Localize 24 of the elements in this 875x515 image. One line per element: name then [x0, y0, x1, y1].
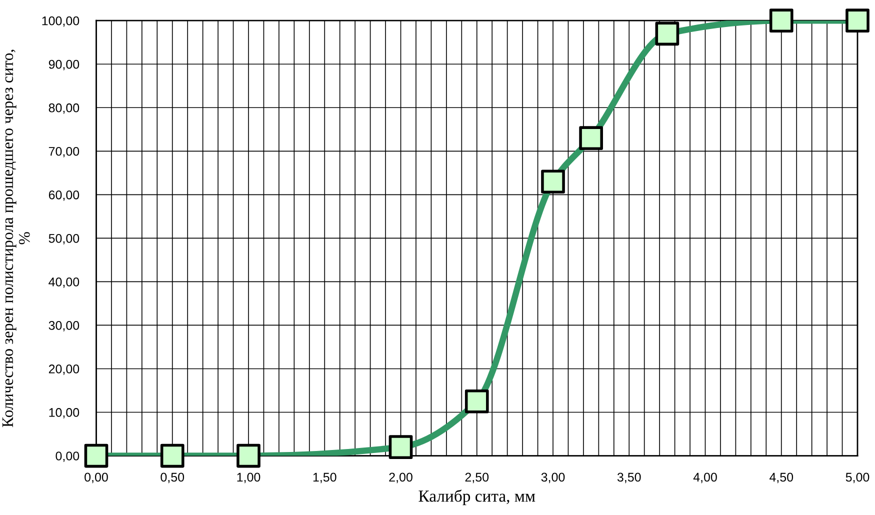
x-tick-label: 1,50	[313, 472, 336, 484]
y-tick-label: 70,00	[48, 146, 80, 158]
x-tick-label: 3,00	[541, 472, 565, 484]
x-tick-label: 1,00	[237, 472, 260, 484]
x-tick-label: 2,00	[389, 472, 412, 484]
y-tick-label: 20,00	[48, 364, 80, 375]
x-tick-label: 0,00	[84, 472, 108, 484]
y-tick-label: 50,00	[48, 234, 80, 244]
x-tick-label: 5,00	[846, 472, 870, 484]
x-tick-label: 4,50	[770, 472, 794, 484]
x-tick-label: 3,50	[617, 472, 641, 484]
y-tick-label: 30,00	[48, 321, 80, 332]
y-tick-label: 80,00	[48, 103, 80, 114]
x-tick-label: 0,50	[160, 472, 184, 484]
y-tick-label: 10,00	[49, 408, 80, 418]
y-axis-title: Количество зерен полистирола прошедшего через сито, %	[2, 50, 30, 428]
y-tick-label: 60,00	[48, 190, 80, 201]
x-axis-title: Калибр сита, мм	[418, 490, 536, 506]
y-tick-label: 40,00	[48, 278, 80, 288]
y-tick-label: 100,00	[42, 16, 80, 27]
y-tick-label: 90,00	[48, 60, 80, 70]
x-tick-label: 4,00	[693, 472, 717, 484]
y-tick-label: 0,00	[56, 452, 80, 462]
x-tick-label: 2,50	[465, 472, 489, 484]
